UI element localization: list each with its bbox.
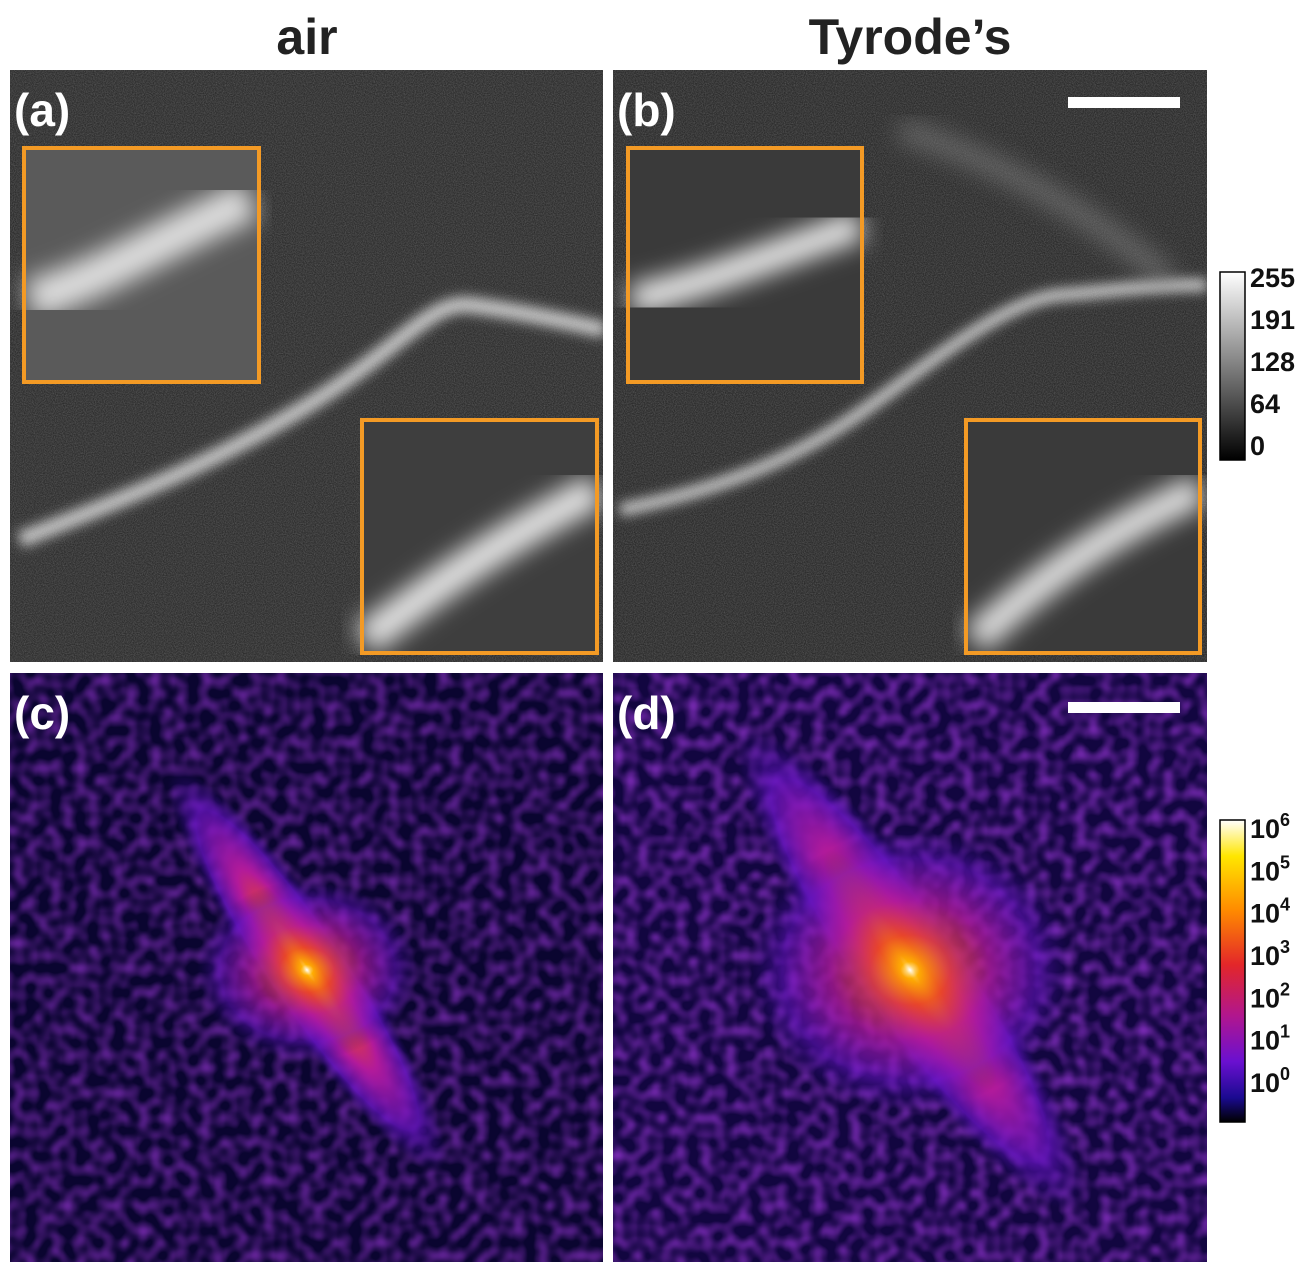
panel-image [10,70,603,662]
panel-label: (c) [14,687,70,739]
tick-exponent: 6 [1280,810,1290,830]
colorbar-tick-label: 255 [1250,263,1295,293]
colorbar [1219,271,1246,461]
tick-base: 10 [1250,1026,1280,1056]
colorbar-tick-label: 128 [1250,347,1295,377]
panel-image [10,673,603,1262]
panel-label: (d) [617,687,676,739]
colorbar [1219,819,1246,1123]
scale-bar [1068,97,1180,108]
scale-bar [1068,702,1180,713]
tick-exponent: 3 [1280,937,1290,957]
colorbar-tick-label: 64 [1250,389,1280,419]
tick-base: 10 [1250,814,1280,844]
panel-image [613,70,1207,662]
tick-exponent: 1 [1280,1022,1290,1042]
tick-exponent: 5 [1280,852,1290,872]
colorbar-tick-label: 101 [1250,1022,1290,1056]
column-title: air [276,9,337,65]
tick-base: 10 [1250,1068,1280,1098]
column-title: Tyrode’s [809,9,1012,65]
colorbar-tick-label: 102 [1250,979,1290,1013]
tick-base: 10 [1250,899,1280,929]
colorbar-tick-label: 191 [1250,305,1295,335]
panel-label: (a) [14,84,70,136]
tick-exponent: 0 [1280,1064,1290,1084]
colorbar-tick-label: 0 [1250,431,1265,461]
panel-image [613,673,1207,1262]
colorbar-tick-label: 104 [1250,895,1290,929]
panel-label: (b) [617,84,676,136]
colorbar-tick-label: 100 [1250,1064,1290,1098]
colorbar-tick-label: 105 [1250,852,1290,886]
tick-base: 10 [1250,856,1280,886]
colorbar-tick-label: 106 [1250,810,1290,844]
tick-exponent: 2 [1280,979,1290,999]
tick-base: 10 [1250,941,1280,971]
tick-exponent: 4 [1280,895,1290,915]
tick-base: 10 [1250,983,1280,1013]
colorbar-tick-label: 103 [1250,937,1290,971]
